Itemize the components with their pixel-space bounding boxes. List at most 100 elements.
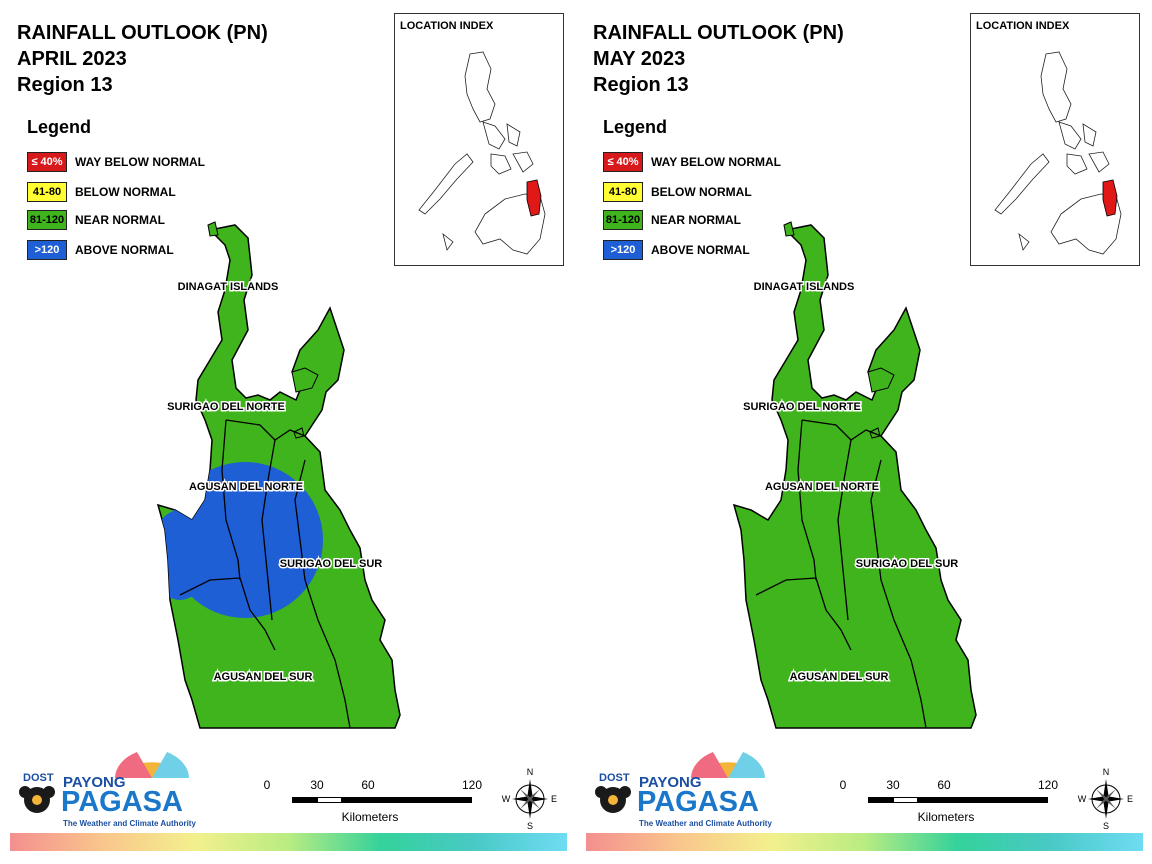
legend-item-below: 41-80 BELOW NORMAL — [603, 181, 752, 203]
label-surigao-norte: SURIGAO DEL NORTE — [167, 401, 285, 413]
island — [783, 221, 795, 237]
logo-dost: DOST — [23, 772, 54, 784]
color-strip — [586, 833, 1143, 851]
legend-item-way-below: ≤ 40% WAY BELOW NORMAL — [603, 151, 781, 173]
region-map: DINAGAT ISLANDS SURIGAO DEL NORTE AGUSAN… — [156, 221, 401, 729]
scale-segment — [292, 797, 317, 803]
scale-tick: 120 — [1037, 778, 1059, 792]
label-agusan-sur: AGUSAN DEL SUR — [214, 671, 313, 683]
logo-pagasa: PAGASA — [61, 786, 183, 818]
province-boundaries — [179, 419, 351, 729]
logo-pagasa: PAGASA — [637, 786, 759, 818]
legend-item-below: 41-80 BELOW NORMAL — [27, 181, 176, 203]
compass-s: S — [527, 821, 533, 831]
compass-e: E — [1127, 794, 1133, 804]
scale-segment — [893, 797, 918, 803]
compass-n: N — [527, 767, 534, 777]
island — [207, 221, 219, 237]
region-highlight — [526, 179, 542, 217]
scale-segment — [944, 797, 1048, 803]
logo-tagline: The Weather and Climate Authority — [639, 819, 772, 828]
legend-swatch: 81-120 — [27, 210, 67, 230]
region-landmass — [732, 224, 977, 729]
scale-tick: 0 — [263, 778, 271, 792]
scale-tick: 120 — [461, 778, 483, 792]
legend-item-near: 81-120 NEAR NORMAL — [603, 209, 741, 231]
legend-label: ABOVE NORMAL — [651, 243, 750, 257]
color-strip — [10, 833, 567, 851]
title-line-3: Region 13 — [593, 74, 689, 96]
legend-swatch: >120 — [603, 240, 643, 260]
label-dinagat: DINAGAT ISLANDS — [754, 281, 855, 293]
scale-unit: Kilometers — [341, 810, 399, 824]
map-panel-may: RAINFALL OUTLOOK (PN) MAY 2023 Region 13… — [576, 0, 1152, 864]
legend-swatch: 41-80 — [27, 182, 67, 202]
logo-payong: PAYONG — [63, 774, 126, 791]
legend-swatch: ≤ 40% — [603, 152, 643, 172]
label-surigao-sur: SURIGAO DEL SUR — [280, 558, 383, 570]
legend-label: BELOW NORMAL — [75, 185, 176, 199]
compass-w: W — [502, 794, 511, 804]
legend-label: NEAR NORMAL — [75, 213, 165, 227]
legend-title: Legend — [603, 117, 668, 137]
logo-tagline: The Weather and Climate Authority — [63, 819, 196, 828]
compass-w: W — [1078, 794, 1087, 804]
region-highlight — [1102, 179, 1118, 217]
scale-tick: 30 — [886, 778, 900, 792]
logo-payong: PAYONG — [639, 774, 702, 791]
legend-item-way-below: ≤ 40% WAY BELOW NORMAL — [27, 151, 205, 173]
province-boundaries — [755, 419, 927, 729]
north-arrow-icon: N S W E — [1078, 767, 1133, 831]
compass-n: N — [1103, 767, 1110, 777]
north-arrow-icon: N S W E — [502, 767, 557, 831]
philippines-outline — [994, 51, 1122, 255]
legend-label: BELOW NORMAL — [651, 185, 752, 199]
title-line-2: APRIL 2023 — [17, 48, 127, 70]
label-agusan-norte: AGUSAN DEL NORTE — [189, 481, 303, 493]
scale-tick: 30 — [310, 778, 324, 792]
label-surigao-norte: SURIGAO DEL NORTE — [743, 401, 861, 413]
legend-label: ABOVE NORMAL — [75, 243, 174, 257]
scale-segment — [342, 797, 368, 803]
map-title: RAINFALL OUTLOOK (PN) APRIL 2023 Region … — [17, 20, 268, 98]
legend-item-near: 81-120 NEAR NORMAL — [27, 209, 165, 231]
location-index: LOCATION INDEX — [394, 13, 564, 266]
label-agusan-norte: AGUSAN DEL NORTE — [765, 481, 879, 493]
compass-e: E — [551, 794, 557, 804]
legend-swatch: 41-80 — [603, 182, 643, 202]
pagasa-logo: DOST PAYONG PAGASA The Weather and Clima… — [17, 740, 197, 832]
logo-dost: DOST — [599, 772, 630, 784]
location-index: LOCATION INDEX — [970, 13, 1140, 266]
legend-label: WAY BELOW NORMAL — [75, 155, 206, 169]
legend-label: WAY BELOW NORMAL — [651, 155, 782, 169]
pagasa-logo: DOST PAYONG PAGASA The Weather and Clima… — [593, 740, 773, 832]
legend-item-above: >120 ABOVE NORMAL — [603, 239, 750, 261]
region-map: DINAGAT ISLANDS SURIGAO DEL NORTE AGUSAN… — [732, 221, 977, 729]
island — [867, 367, 895, 393]
title-line-1: RAINFALL OUTLOOK (PN) — [593, 22, 844, 44]
above-normal-area — [167, 462, 323, 618]
scale-segment — [918, 797, 944, 803]
legend-title: Legend — [27, 117, 92, 137]
title-line-1: RAINFALL OUTLOOK (PN) — [17, 22, 268, 44]
scale-segment — [368, 797, 472, 803]
logo-graphic — [19, 752, 189, 813]
compass-s: S — [1103, 821, 1109, 831]
legend-swatch: >120 — [27, 240, 67, 260]
location-index-title: LOCATION INDEX — [976, 20, 1070, 32]
map-panel-april: RAINFALL OUTLOOK (PN) APRIL 2023 Region … — [10, 13, 567, 851]
scale-tick: 60 — [937, 778, 951, 792]
scale-tick: 0 — [839, 778, 847, 792]
label-dinagat: DINAGAT ISLANDS — [178, 281, 279, 293]
label-agusan-sur: AGUSAN DEL SUR — [790, 671, 889, 683]
legend-label: NEAR NORMAL — [651, 213, 741, 227]
philippines-outline — [418, 51, 546, 255]
title-line-2: MAY 2023 — [593, 48, 686, 70]
map-title: RAINFALL OUTLOOK (PN) MAY 2023 Region 13 — [593, 20, 844, 98]
title-line-3: Region 13 — [17, 74, 113, 96]
island — [291, 367, 319, 393]
scale-segment — [868, 797, 893, 803]
logo-graphic — [595, 752, 765, 813]
scale-tick: 60 — [361, 778, 375, 792]
scale-segment — [317, 797, 342, 803]
